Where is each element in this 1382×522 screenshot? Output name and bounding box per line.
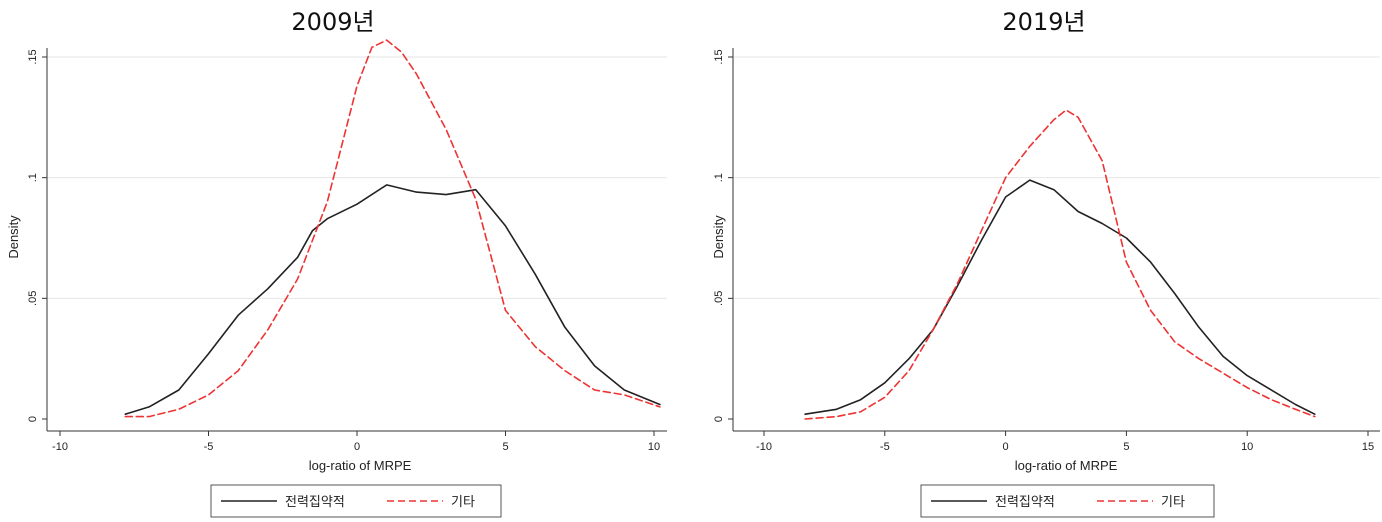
x-tick-label: -5 — [204, 441, 214, 453]
series-line-power-intensive — [124, 184, 661, 415]
series-line-other — [804, 109, 1316, 420]
y-tick-label: 0 — [713, 416, 725, 422]
y-tick-label: 0 — [27, 416, 39, 422]
chart-panel-2: 2019년 0 .05 .1 .15 -10 -5 0 5 10 15 log-ratio of MR… — [711, 8, 1380, 518]
x-tick-label: -5 — [880, 441, 890, 453]
x-tick-label: 0 — [354, 441, 360, 453]
y-tick-label: .15 — [713, 49, 725, 64]
y-tick-label: .15 — [27, 49, 39, 64]
x-tick-label: 5 — [1123, 441, 1129, 453]
x-tick-label: 5 — [502, 441, 508, 453]
legend-label: 기타 — [1161, 495, 1185, 510]
legend-label: 기타 — [451, 495, 475, 510]
x-tick-label: 10 — [1241, 441, 1253, 453]
x-axis-label: log-ratio of MRPE — [309, 458, 412, 473]
series-line-other — [124, 39, 661, 418]
x-tick-label: -10 — [756, 441, 772, 453]
x-tick-label: 0 — [1003, 441, 1009, 453]
x-tick-label: -10 — [52, 441, 68, 453]
y-tick-label: .1 — [713, 173, 725, 182]
y-axis-label: Density — [6, 215, 21, 259]
series-line-power-intensive — [804, 179, 1316, 415]
y-axis-label: Density — [711, 215, 726, 259]
y-tick-label: .1 — [27, 173, 39, 182]
x-tick-label: 10 — [648, 441, 660, 453]
legend-label: 전력집약적 — [995, 495, 1055, 510]
chart-panel-1: 2009년 0 .05 .1 .15 -10 -5 0 5 10 log-ratio of MRPE… — [6, 8, 667, 518]
chart-title: 2009년 — [291, 8, 374, 36]
legend-label: 전력집약적 — [285, 495, 345, 510]
legend: 전력집약적 기타 — [210, 484, 502, 518]
legend: 전력집약적 기타 — [920, 484, 1215, 518]
x-tick-label: 15 — [1362, 441, 1374, 453]
y-tick-label: .05 — [27, 291, 39, 306]
x-axis-label: log-ratio of MRPE — [1015, 458, 1118, 473]
chart-title: 2019년 — [1002, 8, 1085, 36]
y-tick-label: .05 — [713, 291, 725, 306]
